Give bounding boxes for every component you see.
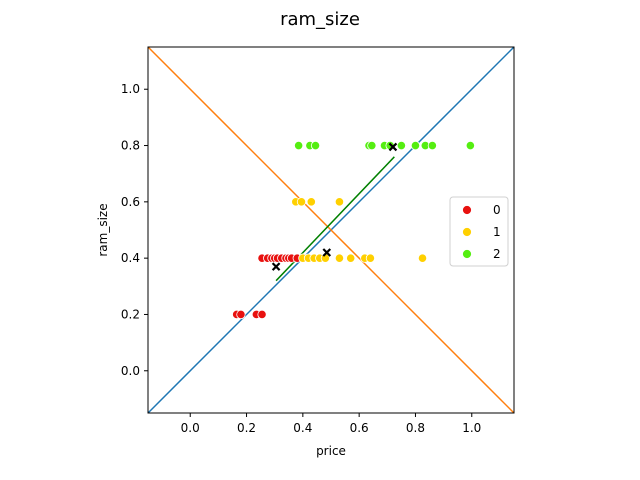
legend-marker-0 (462, 205, 472, 215)
point-series-1-1 (296, 197, 307, 207)
y-tick-label-4: 0.8 (121, 139, 140, 153)
y-axis-label: ram_size (96, 203, 110, 256)
point-series-2-7 (396, 140, 406, 151)
legend-marker-1 (462, 227, 472, 237)
point-series-1-10 (346, 253, 356, 263)
legend-label-0: 0 (493, 203, 501, 217)
point-series-1-9 (334, 253, 345, 263)
point-series-0-1 (236, 309, 246, 320)
y-tick-label-5: 1.0 (121, 82, 140, 96)
x-axis-label: price (316, 444, 346, 458)
x-tick-label-4: 0.8 (406, 421, 425, 435)
x-tick-label-2: 0.4 (293, 421, 312, 435)
centroid-marker-0 (271, 262, 281, 271)
point-series-2-8 (410, 140, 421, 151)
point-series-0-3 (257, 309, 267, 320)
x-tick-label-5: 1.0 (462, 421, 481, 435)
chart-title: ram_size (280, 9, 360, 30)
point-series-1-2 (306, 197, 316, 207)
x-tick-label-1: 0.2 (237, 421, 256, 435)
y-tick-label-1: 0.2 (121, 307, 140, 321)
legend-label-1: 1 (493, 225, 501, 239)
y-tick-label-0: 0.0 (121, 364, 140, 378)
point-series-1-12 (365, 253, 376, 263)
point-series-2-11 (465, 140, 475, 151)
legend-label-2: 2 (493, 247, 501, 261)
point-series-1-13 (417, 253, 428, 263)
y-axis-ticks: 0.0 0.2 0.4 0.6 0.8 1.0 (121, 82, 148, 378)
legend: 0 1 2 (449, 196, 509, 267)
centroid-marker-2 (388, 142, 398, 152)
data-points (232, 140, 475, 320)
centroid-markers (271, 142, 398, 271)
reference-line-1 (148, 47, 514, 413)
legend-marker-2 (462, 249, 472, 259)
point-series-2-4 (367, 140, 377, 151)
legend-frame (449, 196, 509, 267)
point-series-1-3 (334, 197, 345, 207)
x-tick-label-0: 0.0 (181, 421, 200, 435)
centroid-marker-1 (322, 248, 332, 257)
y-tick-label-3: 0.6 (121, 195, 140, 209)
x-axis-ticks: 0.0 0.2 0.4 0.6 0.8 1.0 (181, 413, 481, 435)
point-series-2-0 (294, 140, 304, 151)
x-tick-label-3: 0.6 (350, 421, 369, 435)
y-tick-label-2: 0.4 (121, 251, 140, 265)
point-series-2-10 (427, 140, 437, 151)
plot-frame (147, 46, 515, 414)
point-series-2-2 (310, 140, 321, 151)
